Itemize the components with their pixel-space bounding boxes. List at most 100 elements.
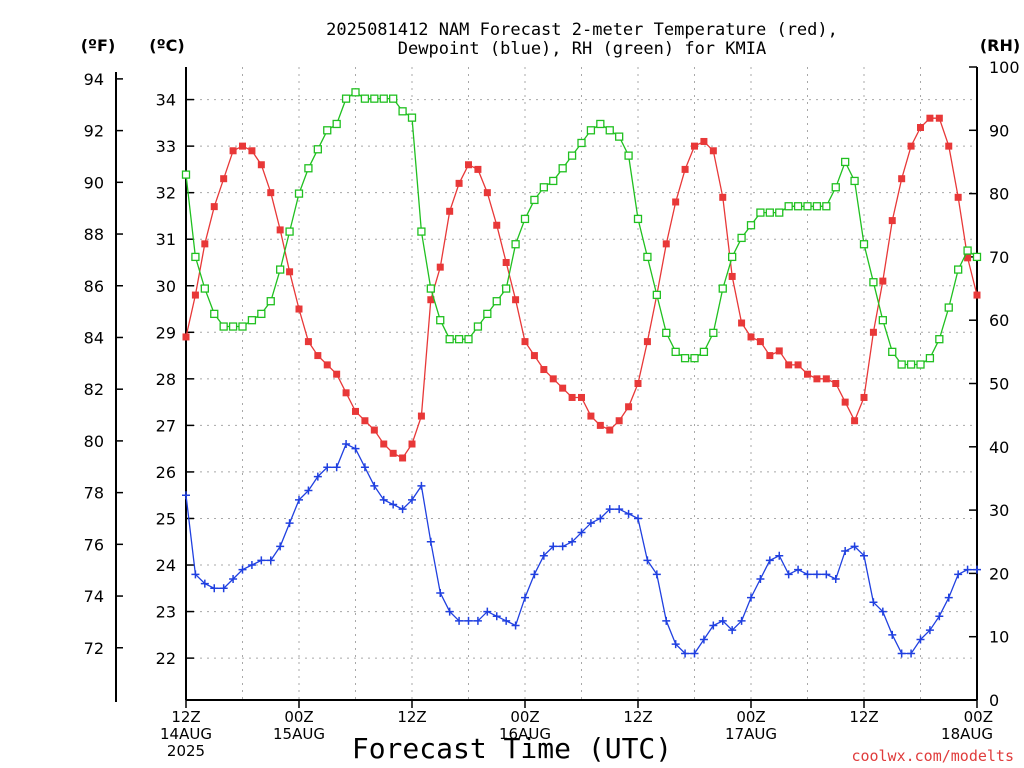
dewpoint-point xyxy=(530,570,539,579)
dewpoint-point xyxy=(963,565,972,574)
dewpoint-point xyxy=(681,649,690,658)
dewpoint-point xyxy=(332,463,341,472)
rh-tick-label: 10 xyxy=(989,628,1009,647)
temperature-point xyxy=(709,147,717,155)
source-credit: coolwx.com/modelts xyxy=(851,747,1014,765)
dewpoint-point xyxy=(539,551,548,560)
rh-point xyxy=(294,189,304,198)
rh-point xyxy=(831,183,840,192)
dewpoint-point xyxy=(229,574,238,583)
temperature-point xyxy=(738,319,746,327)
series-line xyxy=(185,443,977,655)
rh-point xyxy=(341,94,351,103)
temperature-point xyxy=(210,203,218,211)
dewpoint-point xyxy=(577,528,586,537)
temperature-point xyxy=(691,142,698,150)
celsius-tick-label: 22 xyxy=(156,649,176,668)
celsius-tick-label: 29 xyxy=(156,323,176,342)
time-tick-label: 18AUG xyxy=(941,725,993,743)
rh-point xyxy=(596,119,605,129)
temperature-point xyxy=(578,393,585,401)
rh-point xyxy=(718,284,727,293)
fahrenheit-unit-label: (ºF) xyxy=(81,36,116,55)
rh-point xyxy=(709,328,718,338)
temperature-point xyxy=(860,393,868,401)
temperature-point xyxy=(615,417,623,425)
temperature-point xyxy=(465,161,472,169)
dewpoint-point xyxy=(831,574,840,583)
temperature-point xyxy=(286,268,294,276)
temperature-point xyxy=(898,175,906,183)
temperature-point xyxy=(342,389,350,397)
series-dewpoint xyxy=(182,440,981,658)
dewpoint-point xyxy=(737,616,746,625)
rh-tick-label: 30 xyxy=(989,501,1009,520)
rh-point xyxy=(181,170,191,179)
rh-point xyxy=(756,208,765,217)
dewpoint-point xyxy=(304,486,313,495)
rh-tick-label: 80 xyxy=(989,185,1009,204)
dewpoint-point xyxy=(568,537,577,546)
temperature-point xyxy=(869,328,877,336)
temperature-point xyxy=(483,189,491,197)
celsius-tick-label: 24 xyxy=(156,556,176,575)
rh-tick-label: 50 xyxy=(989,375,1009,394)
rh-point xyxy=(972,252,982,262)
rh-point xyxy=(775,208,784,217)
temperature-point xyxy=(427,296,435,304)
time-tick-label: 12Z xyxy=(171,708,200,726)
dewpoint-point xyxy=(483,607,492,616)
rh-point xyxy=(784,202,793,211)
dewpoint-point xyxy=(907,649,916,658)
fahrenheit-tick-label: 80 xyxy=(84,432,104,451)
temperature-point xyxy=(804,370,811,378)
time-tick-label: 15AUG xyxy=(273,725,325,743)
temperature-point xyxy=(191,291,199,299)
celsius-tick-label: 23 xyxy=(156,603,176,622)
rh-point xyxy=(417,227,426,236)
rh-tick-label: 60 xyxy=(989,311,1009,330)
temperature-point xyxy=(926,114,934,122)
dewpoint-point xyxy=(586,519,595,528)
celsius-tick-label: 32 xyxy=(156,184,176,203)
dewpoint-point xyxy=(257,556,266,565)
rh-tick-label: 90 xyxy=(989,121,1009,140)
x-axis-label: Forecast Time (UTC) xyxy=(352,732,672,765)
temperature-point xyxy=(917,124,924,132)
rh-point xyxy=(935,335,944,344)
time-tick-label: 00Z xyxy=(510,708,539,726)
dewpoint-point xyxy=(860,551,868,560)
data-series xyxy=(181,88,982,658)
series-temperature xyxy=(182,114,981,462)
temperature-point xyxy=(559,384,567,392)
rh-point xyxy=(445,335,454,344)
dewpoint-point xyxy=(634,514,642,523)
fahrenheit-tick-label: 72 xyxy=(84,639,104,658)
fahrenheit-tick-label: 78 xyxy=(84,484,104,503)
temperature-point xyxy=(785,361,793,369)
temperature-point xyxy=(907,142,915,150)
fahrenheit-tick-label: 94 xyxy=(84,70,104,89)
dewpoint-point xyxy=(869,598,878,607)
rh-point xyxy=(944,303,953,312)
fahrenheit-tick-label: 88 xyxy=(84,225,104,244)
dewpoint-point xyxy=(765,556,774,565)
temperature-point xyxy=(436,263,444,271)
temperature-point xyxy=(973,291,981,299)
rh-tick-label: 0 xyxy=(989,691,999,710)
dewpoint-point xyxy=(455,616,464,625)
dewpoint-point xyxy=(360,463,369,472)
temperature-point xyxy=(229,147,237,155)
temperature-point xyxy=(596,421,604,429)
rh-unit-label: (RH) xyxy=(980,36,1020,55)
temperature-point xyxy=(295,305,303,313)
dewpoint-point xyxy=(728,626,737,635)
celsius-tick-label: 31 xyxy=(156,230,176,249)
dewpoint-point xyxy=(794,565,803,574)
temperature-point xyxy=(540,366,548,374)
temperature-point xyxy=(380,440,388,448)
rh-point xyxy=(502,284,511,293)
rh-point xyxy=(332,119,341,129)
